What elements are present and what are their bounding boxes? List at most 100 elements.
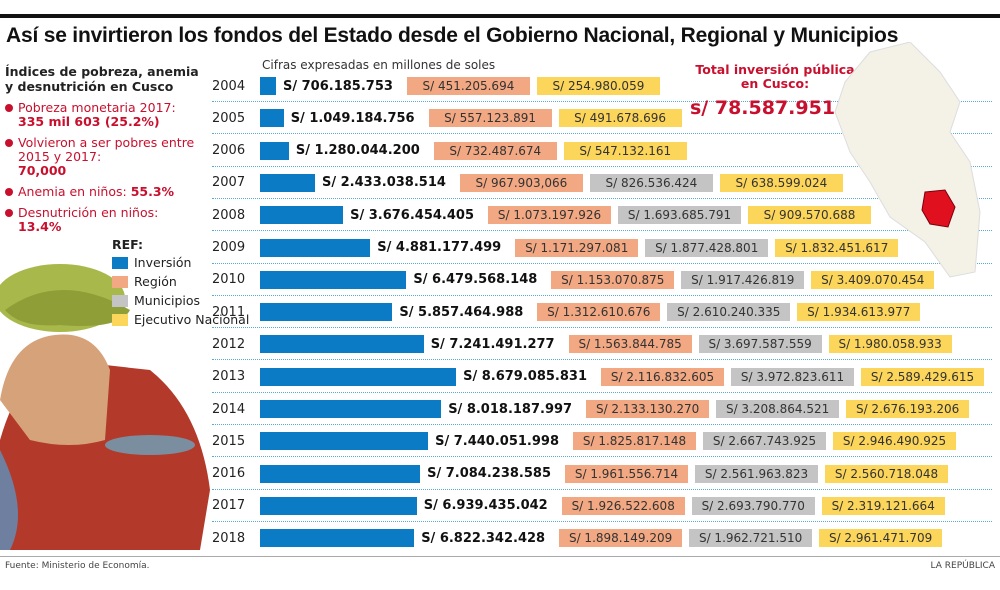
mun-segment: S/ 1.962.721.510	[689, 529, 813, 548]
poverty-item: Pobreza monetaria 2017: 335 mil 603 (25.2…	[5, 101, 210, 129]
investment-label: S/ 7.084.238.585	[427, 466, 551, 482]
chart-row: 2008 S/ 3.676.454.405 S/ 1.073.197.926 S/ 1…	[212, 199, 992, 232]
page-title: Así se invirtieron los fondos del Estado…	[6, 24, 899, 47]
year-label: 2012	[212, 336, 246, 352]
reg-segment: S/ 1.563.844.785	[568, 335, 692, 354]
legend-label: Región	[134, 274, 177, 289]
eje-segment: S/ 547.132.161	[563, 141, 687, 160]
chart-row: 2012 S/ 7.241.491.277 S/ 1.563.844.785 S/ 3…	[212, 328, 992, 361]
eje-segment: S/ 1.934.613.977	[797, 303, 921, 322]
legend-item: Inversión	[112, 256, 249, 270]
chart-row: 2017 S/ 6.939.435.042 S/ 1.926.522.608 S/ 2…	[212, 490, 992, 522]
year-label: 2005	[212, 110, 246, 126]
year-label: 2018	[212, 530, 246, 546]
investment-bar	[260, 206, 344, 225]
investment-bar	[260, 238, 371, 257]
investment-label: S/ 8.679.085.831	[463, 369, 587, 385]
total-label: Total inversión pública en Cusco:	[695, 62, 855, 91]
brand: LA REPÚBLICA	[930, 561, 995, 571]
eje-segment: S/ 3.409.070.454	[811, 270, 935, 289]
year-label: 2008	[212, 207, 246, 223]
chart-row: 2006 S/ 1.280.044.200 S/ 732.487.674 S/ 547…	[212, 135, 992, 167]
chart-row: 2018 S/ 6.822.342.428 S/ 1.898.149.209 S/ 1…	[212, 522, 992, 554]
investment-bar	[260, 141, 289, 160]
chart-row: 2010 S/ 6.479.568.148 S/ 1.153.070.875 S/ 1…	[212, 264, 992, 296]
reg-segment: S/ 1.153.070.875	[551, 270, 675, 289]
investment-bar	[260, 367, 457, 386]
anemia-item: Anemia en niños: 55.3%	[5, 185, 210, 199]
year-label: 2009	[212, 240, 246, 255]
chart-row: 2004 S/ 706.185.753 S/ 451.205.694 S/ 254.9…	[212, 70, 992, 102]
reg-segment: S/ 2.116.832.605	[601, 367, 724, 386]
year-label: 2004	[212, 78, 246, 94]
investment-bar	[260, 77, 276, 95]
eje-segment: S/ 2.961.471.709	[819, 529, 943, 548]
investment-bar	[260, 109, 284, 128]
eje-segment: S/ 2.560.718.048	[825, 464, 948, 483]
year-label: 2016	[212, 466, 246, 482]
reg-segment: S/ 732.487.674	[433, 141, 557, 160]
legend-label: Inversión	[134, 255, 192, 270]
investment-label: S/ 8.018.187.997	[448, 401, 573, 417]
eje-segment: S/ 2.946.490.925	[833, 432, 956, 451]
poverty-heading: Índices de pobreza, anemia y desnutrició…	[5, 64, 199, 94]
year-label: 2013	[212, 369, 246, 385]
legend-title: REF:	[112, 237, 144, 252]
investment-label: S/ 6.822.342.428	[421, 530, 546, 546]
eje-segment: S/ 909.570.688	[748, 206, 871, 225]
item-value: 70,000	[18, 163, 67, 178]
legend: REF: Inversión Región Municipios Ejecutivo …	[112, 237, 249, 332]
investment-bar	[260, 400, 442, 418]
cusco-region	[921, 189, 956, 228]
eje-segment: S/ 2.676.193.206	[846, 400, 970, 418]
reg-segment: S/ 1.312.610.676	[537, 303, 661, 322]
mun-segment: S/ 2.561.963.823	[695, 464, 818, 483]
poverty-panel: Índices de pobreza, anemia y desnutrició…	[5, 64, 210, 234]
item-text: Pobreza monetaria 2017:	[18, 100, 176, 115]
investment-label: S/ 7.241.491.277	[430, 336, 555, 352]
investment-label: S/ 5.857.464.988	[399, 304, 524, 320]
legend-swatch	[112, 276, 128, 288]
reg-segment: S/ 1.926.522.608	[561, 496, 685, 515]
total-value: s/ 78.587.951.213	[690, 97, 882, 119]
investment-bar	[260, 432, 429, 451]
mun-segment: S/ 1.693.685.791	[618, 206, 741, 225]
mun-segment: S/ 1.917.426.819	[681, 270, 805, 289]
item-value: 13.4%	[18, 219, 62, 234]
legend-label: Municipios	[134, 293, 201, 308]
eje-segment: S/ 2.319.121.664	[821, 496, 945, 515]
year-label: 2007	[212, 175, 246, 191]
chart-row: 2007 S/ 2.433.038.514 S/ 967.903,066 S/ 826…	[212, 167, 992, 199]
year-label: 2006	[212, 143, 246, 159]
investment-label: S/ 706.185.753	[283, 78, 393, 94]
year-label: 2014	[212, 401, 246, 417]
chart-row: 2013 S/ 8.679.085.831 S/ 2.116.832.605 S/ 3…	[212, 361, 992, 393]
footer-rule	[0, 556, 1000, 557]
item-text: Volvieron a ser pobres entre 2015 y 2017…	[18, 135, 195, 164]
malnutrition-item: Desnutrición en niños: 13.4%	[5, 206, 210, 234]
mun-segment: S/ 3.697.587.559	[698, 335, 822, 354]
chart-subtitle: Cifras expresadas en millones de soles	[262, 58, 496, 72]
investment-label: S/ 2.433.038.514	[322, 175, 446, 191]
reg-segment: S/ 451.205.694	[406, 77, 530, 95]
reg-segment: S/ 1.898.149.209	[559, 529, 683, 548]
legend-swatch	[112, 257, 128, 269]
mun-segment: S/ 2.693.790.770	[691, 496, 815, 515]
peru-map	[834, 42, 981, 278]
mun-segment: S/ 1.877.428.801	[645, 238, 769, 257]
eje-segment: S/ 2.589.429.615	[861, 367, 984, 386]
investment-label: S/ 7.440.051.998	[435, 433, 559, 449]
reg-segment: S/ 557.123.891	[428, 109, 552, 128]
reg-segment: S/ 967.903,066	[459, 173, 583, 192]
reg-segment: S/ 1.825.817.148	[573, 432, 696, 451]
mun-segment: S/ 826.536.424	[589, 173, 713, 192]
investment-bar	[260, 270, 407, 289]
item-text: Desnutrición en niños:	[18, 205, 159, 220]
investment-bar	[260, 303, 393, 322]
item-value: 55.3%	[130, 184, 175, 199]
item-value: 335 mil 603 (25.2%)	[18, 114, 160, 129]
year-label: 2017	[212, 498, 246, 514]
investment-label: S/ 3.676.454.405	[350, 207, 474, 223]
investment-bar	[260, 464, 421, 483]
item-text: Anemia en niños:	[18, 184, 127, 199]
